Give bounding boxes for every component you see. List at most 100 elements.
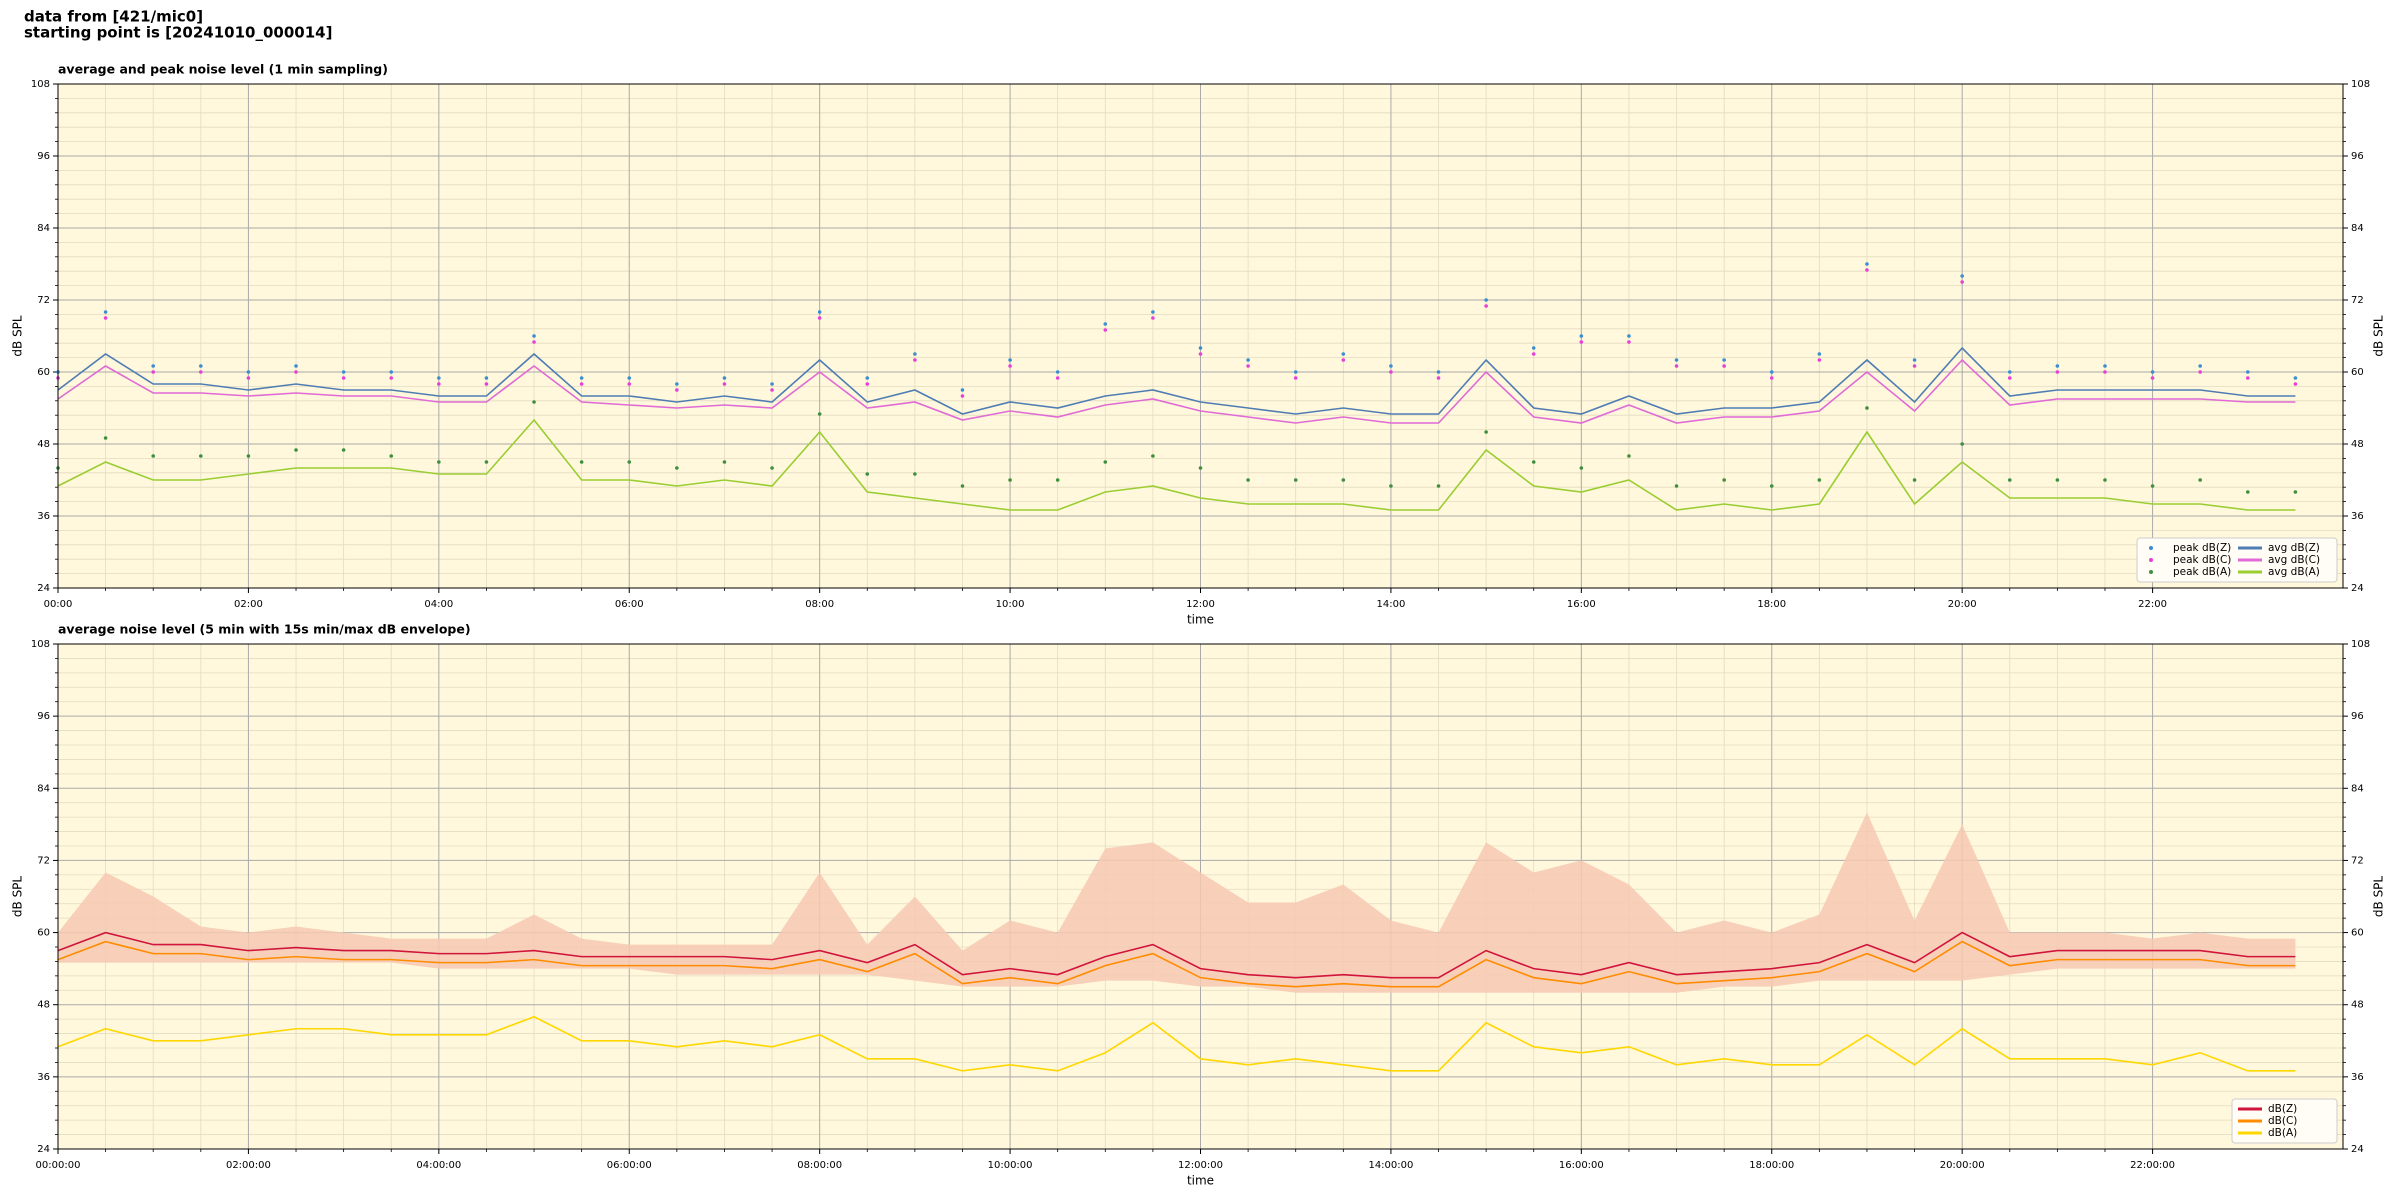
peak-point [770, 382, 774, 386]
y2-tick-label: 60 [2351, 928, 2364, 939]
y2-tick-label: 48 [2351, 439, 2364, 450]
peak-point [960, 388, 965, 392]
peak-point [913, 472, 917, 476]
x-tick-label: 00:00 [44, 599, 73, 610]
series-line [57, 358, 2296, 424]
peak-point [199, 370, 203, 374]
y2-tick-label: 60 [2351, 367, 2364, 378]
peak-point [1579, 466, 1584, 470]
peak-point [579, 376, 584, 380]
peak-point [1769, 370, 1774, 374]
peak-point [1389, 370, 1393, 374]
peak-point [437, 460, 441, 464]
peak-point [389, 370, 394, 374]
legend-box [2136, 537, 2338, 583]
x-tick-label: 14:00:00 [1368, 1160, 1413, 1171]
y-tick-label: 48 [37, 439, 50, 450]
peak-point [2150, 484, 2155, 488]
peak-point [484, 460, 489, 464]
peak-point [199, 364, 203, 368]
series-line [57, 940, 2296, 988]
x-tick-label: 20:00:00 [1940, 1160, 1985, 1171]
x-tick-label: 10:00:00 [988, 1160, 1033, 1171]
y2-axis-label: dB SPL [2372, 876, 2386, 918]
peak-point [1769, 376, 1774, 380]
peak-point [246, 370, 251, 374]
plot-frame [57, 643, 2344, 1150]
series-line [57, 931, 2296, 979]
peak-point [1865, 262, 1869, 266]
legend-marker [2149, 546, 2153, 550]
peak-point [1198, 352, 1203, 356]
legend-label: avg dB(Z) [2268, 542, 2320, 554]
y-tick-label: 60 [37, 367, 50, 378]
x-axis-label: time [1187, 613, 1214, 627]
peak-point [865, 376, 870, 380]
y-tick-label: 72 [37, 855, 50, 866]
peak-point [532, 340, 536, 344]
peak-point [2007, 376, 2012, 380]
y-tick-label: 96 [37, 151, 50, 162]
x-tick-label: 18:00 [1757, 599, 1786, 610]
peak-point [1341, 352, 1346, 356]
peak-point [1341, 478, 1346, 482]
y-tick-label: 36 [37, 511, 50, 522]
peak-point [675, 382, 679, 386]
peak-point [389, 454, 394, 458]
peak-point [1912, 364, 1917, 368]
y-tick-label: 60 [37, 928, 50, 939]
peak-point [627, 376, 632, 380]
series-line [57, 1015, 2296, 1072]
chart-title: average noise level (5 min with 15s min/… [58, 622, 471, 637]
peak-point [1293, 478, 1298, 482]
peak-point [770, 388, 774, 392]
x-tick-label: 08:00 [805, 599, 834, 610]
peak-point [484, 376, 489, 380]
peak-point [1436, 376, 1441, 380]
peak-point [1912, 478, 1917, 482]
peak-point [1151, 454, 1155, 458]
peak-point [294, 370, 298, 374]
x-tick-label: 08:00:00 [797, 1160, 842, 1171]
peak-point [103, 436, 108, 440]
peak-point [1198, 466, 1203, 470]
peak-point [1960, 274, 1964, 278]
peak-point [341, 448, 346, 452]
peak-point [960, 484, 965, 488]
y2-tick-label: 24 [2351, 583, 2364, 594]
plot-frame [57, 83, 2344, 589]
peak-point [865, 382, 870, 386]
peak-point [2150, 370, 2155, 374]
y2-tick-label: 36 [2351, 1072, 2364, 1083]
peak-point [1484, 298, 1488, 302]
legend-label: peak dB(A) [2173, 566, 2231, 578]
peak-point [2103, 364, 2107, 368]
x-tick-label: 22:00:00 [2130, 1160, 2175, 1171]
peak-point [1198, 346, 1203, 350]
peak-point [817, 316, 822, 320]
peak-point [1722, 364, 1726, 368]
peak-point [2198, 364, 2202, 368]
peak-point [1722, 358, 1726, 362]
y2-tick-label: 72 [2351, 855, 2364, 866]
peak-point [532, 334, 536, 338]
peak-point [1531, 460, 1536, 464]
peak-point [913, 352, 917, 356]
y2-tick-label: 84 [2351, 783, 2364, 794]
x-tick-label: 12:00:00 [1178, 1160, 1223, 1171]
legend-label: avg dB(C) [2268, 554, 2320, 566]
peak-point [1865, 268, 1869, 272]
peak-point [2245, 376, 2250, 380]
peak-point [2293, 376, 2298, 380]
legend-label: avg dB(A) [2268, 566, 2320, 578]
y-tick-label: 108 [31, 79, 50, 90]
x-tick-label: 10:00 [996, 599, 1025, 610]
legend-marker [2149, 558, 2153, 562]
chart: average noise level (5 min with 15s min/… [11, 622, 2386, 1188]
peak-point [532, 400, 536, 404]
peak-point [2103, 478, 2107, 482]
series-line [57, 418, 2296, 511]
peak-point [2007, 478, 2012, 482]
peak-point [1531, 352, 1536, 356]
